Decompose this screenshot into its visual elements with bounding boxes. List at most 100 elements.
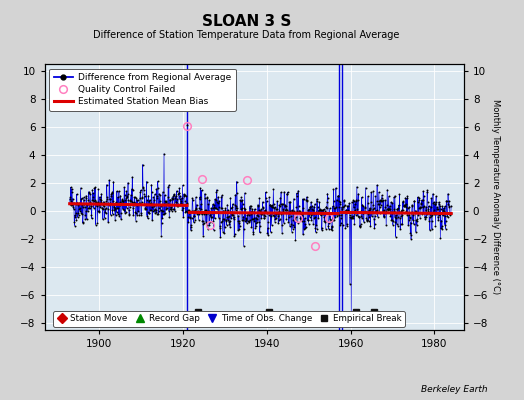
Point [403,212,411,218]
Point [109,178,117,185]
Point [253,216,261,222]
Point [204,208,213,215]
Point [108,189,116,195]
Point [403,205,412,212]
Point [234,212,243,219]
Point [162,206,171,212]
Point [387,216,396,223]
Point [434,214,442,220]
Point [299,196,307,202]
Point [104,206,113,212]
Point [72,191,81,197]
Point [331,214,340,220]
Point [411,209,419,215]
Point [261,208,269,214]
Point [226,194,235,201]
Point [194,209,202,215]
Point [79,220,87,226]
Point [352,198,360,205]
Point [175,185,183,191]
Point [96,196,104,202]
Point [212,188,221,195]
Point [370,221,379,227]
Point [427,195,435,202]
Point [109,198,117,204]
Point [82,192,90,199]
Point [151,206,159,213]
Point [275,202,283,208]
Point [445,210,454,217]
Point [433,206,441,212]
Point [234,218,242,224]
Point [352,211,361,218]
Point [284,209,292,215]
Point [102,210,110,216]
Point [263,229,271,236]
Point [181,198,189,205]
Point [298,212,307,219]
Point [161,209,170,216]
Point [181,208,190,215]
Point [316,211,325,217]
Point [205,222,214,228]
Point [289,217,298,224]
Point [118,196,127,203]
Point [305,214,314,220]
Point [390,194,398,200]
Point [362,214,370,221]
Point [118,206,127,212]
Point [176,196,184,202]
Point [151,207,160,213]
Point [367,210,376,216]
Point [383,202,391,209]
Point [106,196,114,203]
Point [80,197,88,204]
Point [356,221,365,227]
Point [347,310,355,316]
Point [155,208,163,214]
Point [169,206,177,212]
Point [333,193,342,199]
Point [240,205,248,212]
Point [116,198,124,205]
Point [436,206,445,212]
Point [272,206,281,213]
Point [99,206,107,212]
Point [85,205,93,212]
Point [221,207,230,214]
Point [72,210,80,216]
Point [285,199,293,206]
Point [180,192,189,198]
Point [81,212,90,218]
Point [127,192,135,198]
Point [80,201,89,207]
Point [347,214,356,220]
Point [271,211,280,217]
Point [354,190,363,197]
Point [281,206,289,213]
Point [134,201,143,208]
Point [328,226,336,233]
Point [129,212,137,218]
Point [332,197,341,203]
Point [281,202,289,208]
Point [412,217,420,224]
Point [141,206,149,212]
Point [279,206,288,213]
Point [209,218,217,224]
Point [344,202,352,209]
Point [264,232,272,238]
Point [276,194,285,201]
Point [364,210,373,217]
Point [224,218,233,225]
Point [312,209,320,215]
Point [190,213,199,220]
Point [278,222,286,228]
Point [340,198,348,204]
Point [308,210,316,217]
Point [162,201,171,208]
Point [306,204,314,210]
Point [82,208,90,214]
Point [428,217,436,224]
Point [171,208,179,214]
